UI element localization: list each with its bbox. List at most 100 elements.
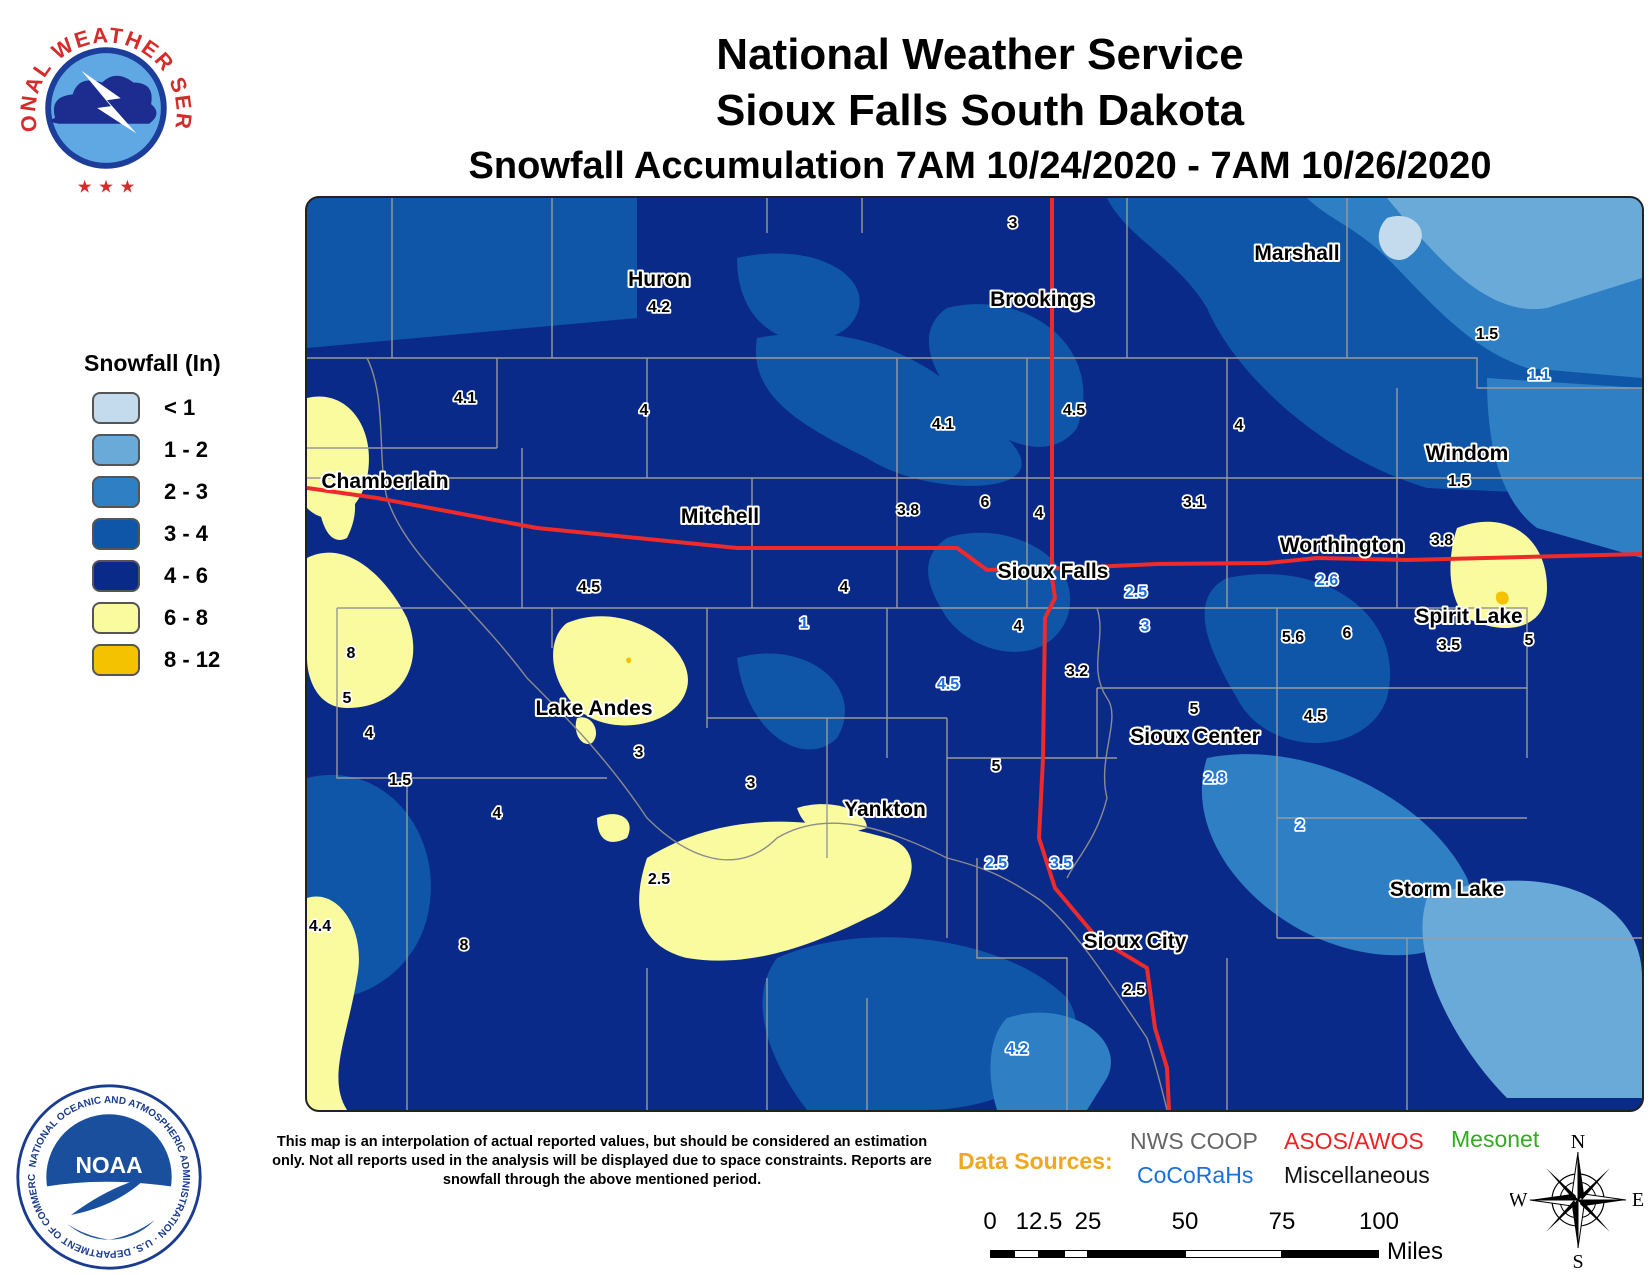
compass-e: E xyxy=(1632,1189,1644,1211)
interstate-90 xyxy=(307,486,1642,572)
snowfall-zone xyxy=(307,896,359,1110)
snowfall-value-label: 4.2 xyxy=(1006,1041,1028,1058)
interstate-29 xyxy=(1037,198,1171,1110)
scale-segment xyxy=(1282,1250,1379,1258)
snowfall-zone xyxy=(1495,591,1509,605)
snowfall-value-label: 2.5 xyxy=(648,871,670,888)
city-label: Lake Andes xyxy=(535,697,652,720)
noaa-logo: NATIONAL OCEANIC AND ATMOSPHERIC ADMINIS… xyxy=(14,1082,202,1270)
city-label: Sioux City xyxy=(1084,930,1187,953)
snowfall-value-label: 6 xyxy=(1343,625,1352,642)
snowfall-zone xyxy=(1450,521,1547,628)
snowfall-value-label: 4 xyxy=(1035,505,1044,522)
snowfall-value-label: 5 xyxy=(1525,632,1534,649)
source-miscellaneous: Miscellaneous xyxy=(1284,1162,1430,1188)
map-title-line2: Sioux Falls South Dakota xyxy=(715,86,1245,135)
snowfall-value-label: 4.1 xyxy=(454,390,476,407)
snowfall-value-label: 5.6 xyxy=(1282,629,1304,646)
legend-label: 4 - 6 xyxy=(164,563,209,588)
legend-item: 4 - 6 xyxy=(92,555,221,597)
map-labels: Huron Brookings Marshall Chamberlain Mitchel… xyxy=(307,213,1552,1060)
source-nws-coop: NWS COOP xyxy=(1130,1128,1258,1154)
legend-item: 2 - 3 xyxy=(92,471,221,513)
snowfall-value-label: 4.4 xyxy=(309,918,331,935)
city-label: Marshall xyxy=(1254,242,1339,265)
legend-swatch xyxy=(92,434,140,466)
snowfall-value-label: 6 xyxy=(981,494,990,511)
snowfall-value-label: 3.5 xyxy=(1438,637,1460,654)
big-sioux-river xyxy=(1066,607,1113,879)
snowfall-value-label: 5 xyxy=(343,690,352,707)
snowfall-legend: Snowfall (In) < 1 1 - 2 2 - 3 3 - 4 4 - … xyxy=(60,350,221,681)
snowfall-zone xyxy=(797,804,867,834)
compass-n: N xyxy=(1571,1131,1585,1153)
scale-segment xyxy=(1064,1250,1088,1258)
snowfall-value-label: 3.1 xyxy=(1183,494,1205,511)
snowfall-zone xyxy=(1487,378,1642,558)
city-label: Mitchell xyxy=(681,505,759,528)
snowfall-zone xyxy=(307,198,637,348)
disclaimer-text: This map is an interpolation of actual r… xyxy=(272,1134,932,1188)
legend-item: 8 - 12 xyxy=(92,639,221,681)
snowfall-value-label: 2.5 xyxy=(985,855,1007,872)
data-sources-label: Data Sources: xyxy=(958,1148,1113,1174)
scale-segment xyxy=(990,1250,1014,1258)
snowfall-value-label: 5 xyxy=(992,758,1001,775)
snowfall-zone xyxy=(626,657,632,664)
snowfall-value-label: 1.1 xyxy=(1528,367,1550,384)
snowfall-zone xyxy=(597,814,630,842)
snowfall-value-label: 4 xyxy=(1235,417,1244,434)
legend-item: 3 - 4 xyxy=(92,513,221,555)
city-label: Yankton xyxy=(844,798,926,821)
snowfall-zone xyxy=(553,616,688,726)
snowfall-value-label: 4.2 xyxy=(648,299,670,316)
snowfall-zone xyxy=(990,1012,1111,1110)
source-mesonet: Mesonet xyxy=(1451,1126,1540,1152)
snowfall-value-label: 3.2 xyxy=(1066,663,1088,680)
snowfall-value-label: 3.8 xyxy=(897,502,919,519)
legend-swatch xyxy=(92,644,140,676)
snowfall-value-label: 8 xyxy=(460,937,469,954)
snowfall-value-label: 4.5 xyxy=(937,676,959,693)
snowfall-value-label: 1.5 xyxy=(1448,473,1470,490)
snowfall-value-label: 1 xyxy=(800,615,809,632)
legend-label: 1 - 2 xyxy=(164,437,209,462)
legend-item: 6 - 8 xyxy=(92,597,221,639)
snowfall-value-label: 4.5 xyxy=(1063,402,1085,419)
snowfall-value-label: 4 xyxy=(493,805,502,822)
snowfall-value-label: 2.5 xyxy=(1125,584,1147,601)
scale-tick: 75 xyxy=(1268,1208,1296,1235)
snowfall-value-label: 4 xyxy=(840,579,849,596)
legend-item: 1 - 2 xyxy=(92,429,221,471)
scale-unit: Miles xyxy=(1387,1238,1444,1265)
snowfall-zone xyxy=(1201,754,1473,956)
city-label: Brookings xyxy=(990,288,1094,311)
snowfall-zone xyxy=(575,717,597,744)
snowfall-value-label: 4.5 xyxy=(1304,708,1326,725)
snowfall-value-label: 4 xyxy=(1014,618,1023,635)
snowfall-map-canvas[interactable]: Huron Brookings Marshall Chamberlain Mitchel… xyxy=(307,198,1642,1110)
snowfall-value-label: 3 xyxy=(1009,215,1018,232)
snowfall-zone xyxy=(1378,216,1422,260)
city-label: Sioux Falls xyxy=(998,560,1109,583)
snowfall-value-label: 8 xyxy=(347,645,356,662)
scale-tick: 100 xyxy=(1358,1208,1400,1235)
snowfall-map[interactable]: Huron Brookings Marshall Chamberlain Mitchel… xyxy=(305,196,1644,1112)
snowfall-zone xyxy=(755,333,1022,486)
legend-label: 6 - 8 xyxy=(164,605,209,630)
noaa-logo-text: NOAA xyxy=(75,1152,142,1178)
snowfall-value-label: 1.5 xyxy=(389,772,411,789)
compass-rose-icon: N S E W xyxy=(1510,1131,1644,1270)
snowfall-zone xyxy=(1204,574,1391,743)
snowfall-value-label: 3 xyxy=(1141,618,1150,635)
city-label: Storm Lake xyxy=(1390,878,1504,901)
data-sources: Data Sources: NWS COOP ASOS/AWOS Mesonet… xyxy=(958,1126,1558,1198)
snowfall-value-label: 4 xyxy=(365,725,374,742)
snowfall-zone xyxy=(737,253,860,342)
snowfall-value-label: 2.6 xyxy=(1316,572,1338,589)
source-cocorahs: CoCoRaHs xyxy=(1137,1162,1254,1188)
snowfall-value-label: 1.5 xyxy=(1476,326,1498,343)
legend-label: < 1 xyxy=(164,395,196,420)
snowfall-value-label: 5 xyxy=(1190,701,1199,718)
snowfall-zones xyxy=(307,198,1642,1110)
